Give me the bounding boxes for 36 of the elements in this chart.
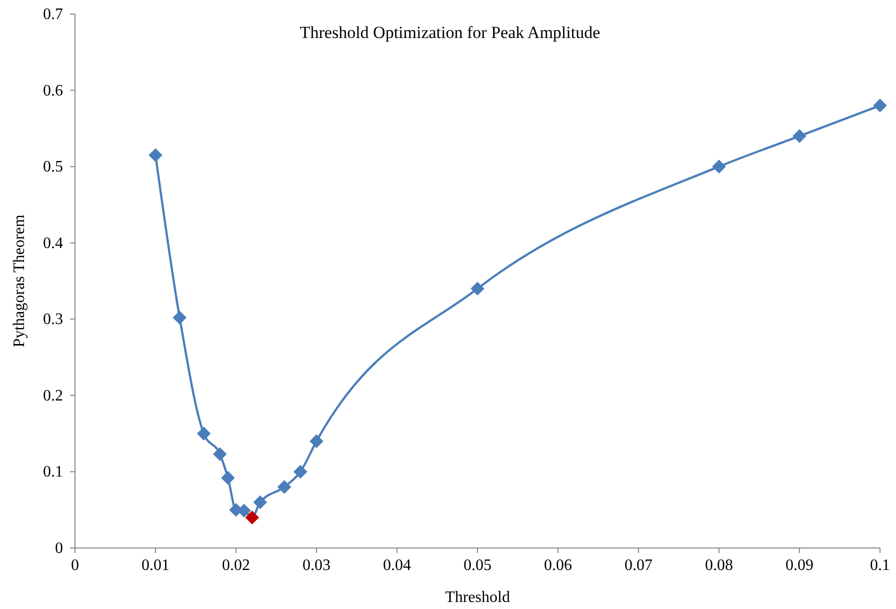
x-tick-label: 0.08	[705, 557, 733, 574]
x-tick-label: 0.05	[464, 557, 492, 574]
point	[712, 160, 726, 174]
x-tick-label: 0.09	[786, 557, 814, 574]
x-tick-label: 0.01	[142, 557, 170, 574]
point	[873, 98, 887, 112]
point	[172, 310, 187, 325]
y-tick-label: 0.6	[43, 82, 63, 100]
point	[253, 495, 268, 510]
x-tick-label: 0.07	[624, 557, 652, 574]
x-tick-label: 0.03	[302, 557, 330, 574]
point	[213, 447, 227, 462]
x-tick-label: 0.06	[544, 557, 572, 574]
point	[294, 464, 308, 479]
y-tick-label: 0	[55, 540, 63, 557]
point	[310, 434, 324, 448]
text: Threshold Optimization for Peak Amplitude	[300, 23, 600, 42]
point	[470, 282, 484, 296]
x-axis-title: Threshold	[445, 589, 510, 606]
x-tick-label: 0.04	[383, 557, 411, 574]
y-tick-label: 0.5	[43, 158, 63, 176]
y-tick-label: 0.4	[43, 234, 63, 252]
y-tick-label: 0.3	[43, 311, 63, 328]
point	[196, 426, 211, 440]
y-tick-label: 0.2	[43, 387, 63, 404]
x-tick-label: 0.02	[222, 557, 250, 574]
y-axis-title: Pythagoras Theorem	[11, 214, 28, 348]
point	[792, 129, 806, 143]
point	[277, 480, 292, 494]
y-tick-label: 0.1	[43, 464, 63, 481]
point	[148, 148, 162, 162]
point	[221, 470, 235, 485]
y-tick-label: 0.7	[43, 6, 63, 23]
point	[245, 510, 259, 524]
x-tick-label: 0.1	[870, 557, 890, 574]
x-tick-label: 0	[71, 557, 79, 574]
